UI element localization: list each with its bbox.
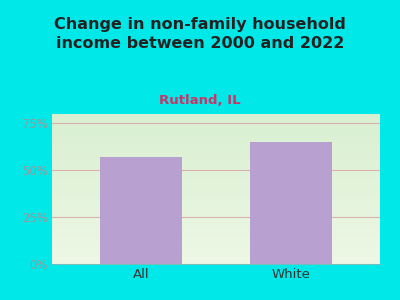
Text: Change in non-family household
income between 2000 and 2022: Change in non-family household income be… [54, 16, 346, 51]
Bar [250, 142, 332, 264]
Text: Rutland, IL: Rutland, IL [159, 94, 241, 107]
Bar [100, 157, 182, 264]
